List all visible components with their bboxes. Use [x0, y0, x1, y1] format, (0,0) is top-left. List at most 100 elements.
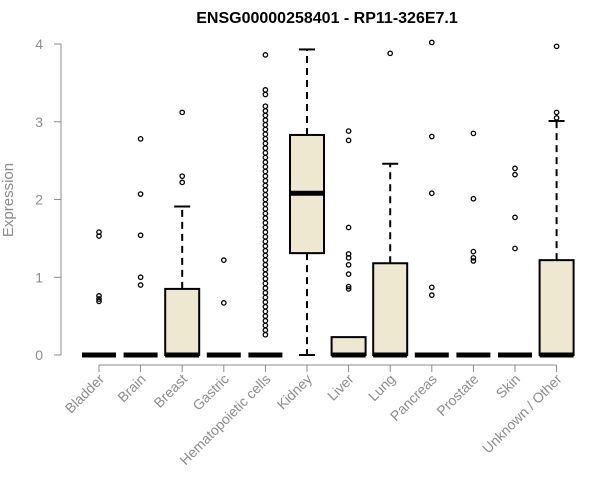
y-tick-label: 2: [35, 192, 43, 208]
box-brain: [123, 136, 158, 358]
outlier-point: [262, 126, 269, 133]
outlier-point: [428, 284, 435, 291]
outlier-point: [262, 159, 269, 166]
outlier-point: [262, 177, 269, 184]
outlier-point: [262, 215, 269, 222]
outlier-point: [262, 210, 269, 217]
outlier-point: [345, 224, 352, 231]
outlier-point: [220, 257, 227, 263]
outlier-point: [262, 317, 269, 324]
outlier-point: [262, 112, 269, 119]
outlier-point: [345, 137, 352, 144]
box-gastric: [206, 257, 241, 358]
outlier-point: [96, 298, 102, 305]
outlier-point: [262, 257, 269, 263]
outlier-point: [345, 283, 352, 290]
box-pancreas: [414, 39, 449, 358]
outlier-point: [262, 122, 269, 128]
outlier-point: [137, 191, 144, 197]
iqr-box: [330, 336, 367, 356]
outlier-point: [262, 224, 269, 231]
x-category-label: Breast: [150, 371, 190, 411]
outlier-point: [262, 191, 269, 198]
box-prostate: [456, 130, 491, 358]
iqr-box: [372, 262, 409, 357]
y-tick-label: 3: [35, 114, 43, 130]
outlier-point: [179, 173, 186, 180]
iqr-box: [538, 259, 575, 356]
outlier-point: [262, 205, 269, 212]
outlier-point: [262, 285, 269, 291]
outlier-point: [262, 154, 269, 161]
box-breast: [164, 109, 201, 358]
outlier-point: [137, 274, 144, 281]
outlier-point: [428, 133, 435, 140]
outlier-point: [345, 286, 352, 292]
outlier-point: [262, 131, 269, 138]
box-kidney: [289, 48, 325, 356]
outlier-point: [262, 103, 269, 110]
outlier-point: [262, 187, 269, 194]
iqr-box: [164, 287, 201, 357]
box-unknown-other: [538, 43, 575, 358]
outlier-point: [262, 238, 269, 245]
outlier-point: [262, 327, 269, 333]
outlier-point: [96, 233, 102, 239]
outlier-point: [262, 145, 269, 152]
outlier-point: [262, 243, 269, 249]
outlier-point: [470, 248, 477, 255]
outlier-point: [553, 109, 560, 116]
outlier-point: [262, 140, 269, 147]
outlier-point: [512, 214, 518, 221]
outlier-point: [262, 52, 269, 58]
outlier-point: [262, 136, 269, 142]
outlier-point: [428, 190, 435, 197]
outlier-point: [470, 130, 477, 137]
outlier-point: [470, 195, 477, 202]
outlier-point: [179, 179, 186, 186]
outlier-point: [262, 173, 269, 180]
y-axis-label: Expression: [0, 163, 17, 237]
outlier-point: [345, 271, 352, 277]
outlier-point: [345, 261, 352, 268]
outlier-point: [345, 254, 352, 261]
outlier-point: [262, 322, 269, 329]
x-category-label: Liver: [324, 371, 357, 404]
outlier-point: [553, 115, 560, 121]
outlier-point: [179, 109, 186, 116]
outlier-point: [262, 261, 269, 268]
outlier-point: [262, 313, 269, 319]
outlier-point: [512, 245, 518, 252]
outlier-point: [262, 163, 269, 170]
outlier-point: [262, 247, 269, 254]
outlier-point: [262, 233, 269, 240]
outlier-point: [262, 91, 269, 98]
outlier-point: [262, 150, 269, 156]
x-category-label: Brain: [114, 371, 148, 405]
outlier-point: [262, 294, 269, 301]
box-lung: [372, 50, 409, 358]
box-skin: [498, 165, 532, 358]
outlier-point: [262, 201, 269, 208]
y-tick-label: 4: [35, 36, 43, 52]
outlier-point: [470, 254, 477, 261]
outlier-point: [262, 117, 269, 124]
outlier-point: [262, 289, 269, 296]
outlier-point: [553, 43, 560, 50]
outlier-point: [428, 39, 435, 46]
outlier-point: [262, 219, 269, 226]
x-category-label: Lung: [365, 371, 398, 404]
outlier-point: [262, 252, 269, 259]
outlier-point: [470, 258, 477, 264]
outlier-point: [262, 275, 269, 282]
y-tick-label: 1: [35, 269, 43, 285]
x-category-label: Bladder: [62, 371, 108, 417]
outlier-point: [96, 296, 102, 302]
outlier-point: [137, 282, 144, 288]
outlier-point: [262, 303, 269, 310]
outlier-point: [262, 87, 269, 93]
outlier-point: [512, 165, 518, 172]
outlier-point: [262, 308, 269, 315]
